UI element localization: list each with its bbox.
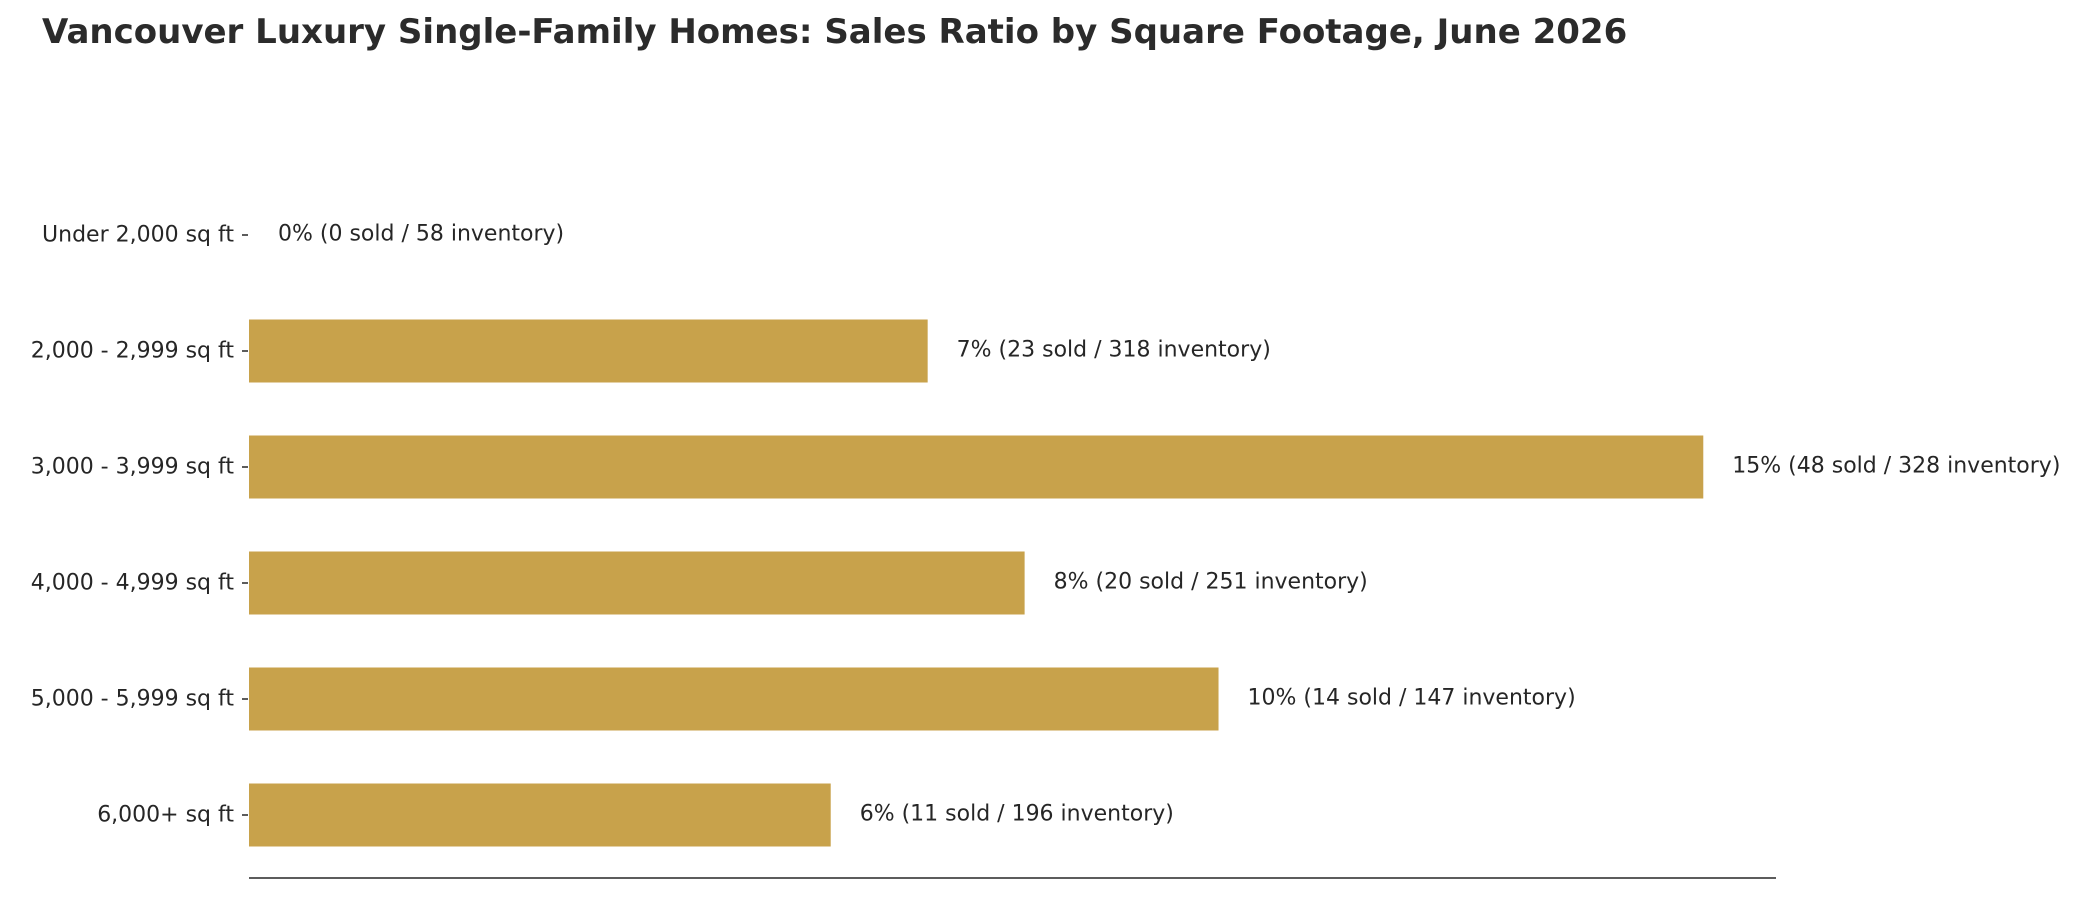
- y-tick-label-4: 5,000 - 5,999 sq ft: [31, 687, 235, 712]
- data-labels: 0% (0 sold / 58 inventory) 7% (23 sold / …: [278, 222, 2060, 827]
- data-label-4: 10% (14 sold / 147 inventory): [1248, 686, 1576, 711]
- y-tick-label-1: 2,000 - 2,999 sq ft: [31, 339, 235, 364]
- bar-2: [249, 435, 1704, 499]
- y-tick-label-3: 4,000 - 4,999 sq ft: [31, 571, 235, 596]
- bar-3: [249, 551, 1025, 615]
- y-tick-label-0: Under 2,000 sq ft: [42, 223, 234, 248]
- data-label-1: 7% (23 sold / 318 inventory): [957, 338, 1271, 363]
- bar-5: [249, 783, 831, 847]
- data-label-2: 15% (48 sold / 328 inventory): [1732, 454, 2060, 479]
- data-label-5: 6% (11 sold / 196 inventory): [860, 802, 1174, 827]
- chart-title: Vancouver Luxury Single-Family Homes: Sa…: [42, 12, 1628, 52]
- y-tick-label-2: 3,000 - 3,999 sq ft: [31, 455, 235, 480]
- bar-4: [249, 667, 1219, 731]
- y-axis-ticks: Under 2,000 sq ft 2,000 - 2,999 sq ft 3,00…: [31, 223, 248, 828]
- bars-layer: [249, 319, 1704, 847]
- data-label-3: 8% (20 sold / 251 inventory): [1054, 570, 1368, 595]
- bar-1: [249, 319, 928, 383]
- y-tick-label-5: 6,000+ sq ft: [97, 803, 234, 828]
- data-label-0: 0% (0 sold / 58 inventory): [278, 222, 564, 247]
